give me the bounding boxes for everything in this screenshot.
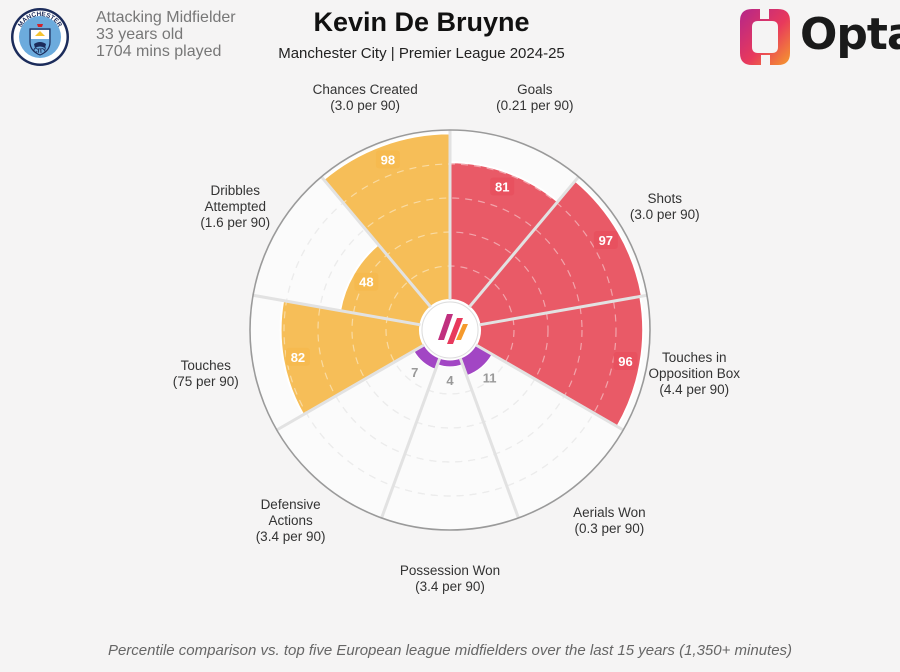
axis-label-touches-in-opposition-box: Touches in Opposition Box (4.4 per 90)	[648, 350, 740, 397]
axis-label-shots: Shots (3.0 per 90)	[630, 191, 700, 222]
badge-bottom-text: CITY	[32, 47, 48, 55]
center-logo-icon	[438, 314, 468, 344]
axis-label-touches: Touches (75 per 90)	[173, 358, 239, 389]
value-badge	[285, 347, 310, 366]
value-badge	[490, 177, 515, 196]
bar-goals	[449, 161, 560, 309]
player-info: Attacking Midfielder 33 years old 1704 m…	[96, 9, 236, 60]
center-disc	[421, 301, 479, 359]
spoke	[380, 357, 442, 519]
value-badge	[593, 231, 618, 250]
spoke	[276, 343, 425, 432]
svg-text:CITY: CITY	[32, 47, 48, 55]
value-label-aerials-won: 11	[483, 370, 497, 385]
player-age: 33 years old	[96, 26, 184, 43]
bar-shots	[467, 179, 644, 326]
value-label-goals: 81	[495, 180, 509, 195]
value-badge	[375, 150, 400, 169]
value-label-shots: 97	[599, 233, 613, 248]
axis-label-aerials-won: Aerials Won (0.3 per 90)	[573, 505, 646, 536]
axis-label-defensive-actions: Defensive Actions (3.4 per 90)	[256, 497, 326, 544]
value-label-touches-in-opposition-box: 96	[618, 354, 632, 369]
value-label-defensive-actions: 7	[411, 365, 418, 380]
player-name: Kevin De Bruyne	[313, 7, 530, 37]
value-badge	[354, 272, 379, 291]
spoke	[320, 175, 432, 308]
value-badge	[613, 351, 638, 370]
bar-touches	[279, 299, 426, 417]
team-competition: Manchester City | Premier League 2024-25	[278, 45, 565, 62]
club-badge: MANCHESTER CITY	[10, 7, 70, 67]
spoke	[458, 357, 520, 519]
minutes-played: 1704 mins played	[96, 43, 222, 60]
axis-label-dribbles-attempted: Dribbles Attempted (1.6 per 90)	[200, 183, 270, 230]
spoke	[479, 293, 648, 327]
bar-chances-created	[322, 132, 451, 309]
axis-label-possession-won: Possession Won (3.4 per 90)	[400, 563, 500, 594]
bar-touches-in-opposition-box	[474, 295, 645, 428]
outer-ring	[249, 129, 651, 531]
spoke	[468, 175, 580, 308]
spoke	[252, 293, 421, 327]
brand-name: Opta	[800, 9, 900, 60]
opta-logo: Opta	[734, 5, 900, 69]
grid-ring-overlay	[317, 197, 583, 463]
axis-label-goals: Goals (0.21 per 90)	[496, 82, 573, 113]
value-label-possession-won: 4	[446, 373, 454, 388]
footnote: Percentile comparison vs. top five Europ…	[107, 642, 793, 659]
value-label-touches: 82	[291, 350, 305, 365]
spoke	[475, 343, 624, 432]
value-label-chances-created: 98	[381, 152, 395, 167]
axis-label-chances-created: Chances Created (3.0 per 90)	[313, 82, 418, 113]
player-position: Attacking Midfielder	[96, 9, 236, 26]
value-label-dribbles-attempted: 48	[359, 275, 373, 290]
